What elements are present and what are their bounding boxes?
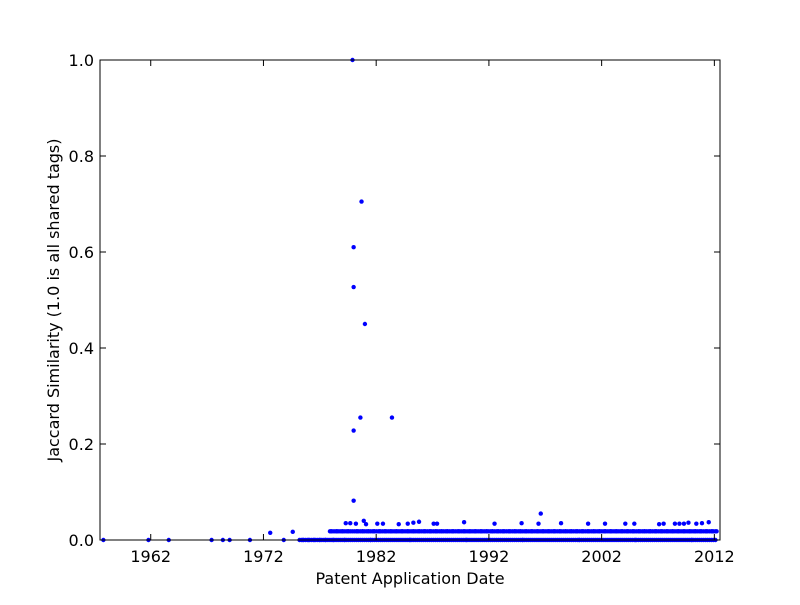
data-point [686, 521, 690, 525]
data-point [411, 521, 415, 525]
data-point [435, 521, 439, 525]
data-point [694, 521, 698, 525]
data-point [363, 322, 367, 326]
data-point [359, 199, 363, 203]
data-point [354, 521, 358, 525]
data-point [539, 511, 543, 515]
plot-area [100, 60, 720, 540]
data-point [682, 521, 686, 525]
y-tick-label: 0.8 [69, 147, 94, 166]
x-tick-label: 2002 [581, 547, 622, 566]
data-point [519, 521, 523, 525]
data-point [603, 521, 607, 525]
data-point [351, 245, 355, 249]
y-tick-label: 0.2 [69, 435, 94, 454]
data-point [673, 521, 677, 525]
x-tick-label: 1962 [130, 547, 171, 566]
data-point [381, 521, 385, 525]
data-point [344, 521, 348, 525]
data-point [291, 530, 295, 534]
y-tick-label: 0.0 [69, 531, 94, 550]
data-point [700, 521, 704, 525]
data-point [657, 522, 661, 526]
data-point [707, 520, 711, 524]
data-point [375, 521, 379, 525]
data-point [268, 531, 272, 535]
x-axis-label: Patent Application Date [315, 569, 504, 588]
x-tick-label: 1972 [243, 547, 284, 566]
data-point [348, 521, 352, 525]
data-point [358, 415, 362, 419]
data-point [492, 521, 496, 525]
y-axis-label: Jaccard Similarity (1.0 is all shared ta… [44, 138, 63, 462]
data-point [632, 521, 636, 525]
data-point [351, 498, 355, 502]
x-tick-label: 2012 [694, 547, 735, 566]
data-point [351, 285, 355, 289]
data-point [406, 521, 410, 525]
data-point [713, 529, 717, 533]
data-point [397, 522, 401, 526]
data-point [417, 520, 421, 524]
data-point [351, 428, 355, 432]
data-point [661, 521, 665, 525]
y-tick-label: 0.4 [69, 339, 94, 358]
data-point [390, 415, 394, 419]
data-point [623, 521, 627, 525]
y-tick-label: 1.0 [69, 51, 94, 70]
data-point [462, 520, 466, 524]
data-point [536, 521, 540, 525]
y-tick-label: 0.6 [69, 243, 94, 262]
x-tick-label: 1982 [356, 547, 397, 566]
data-point [364, 522, 368, 526]
x-tick-label: 1992 [469, 547, 510, 566]
data-point [677, 521, 681, 525]
data-point [586, 521, 590, 525]
data-point [559, 521, 563, 525]
